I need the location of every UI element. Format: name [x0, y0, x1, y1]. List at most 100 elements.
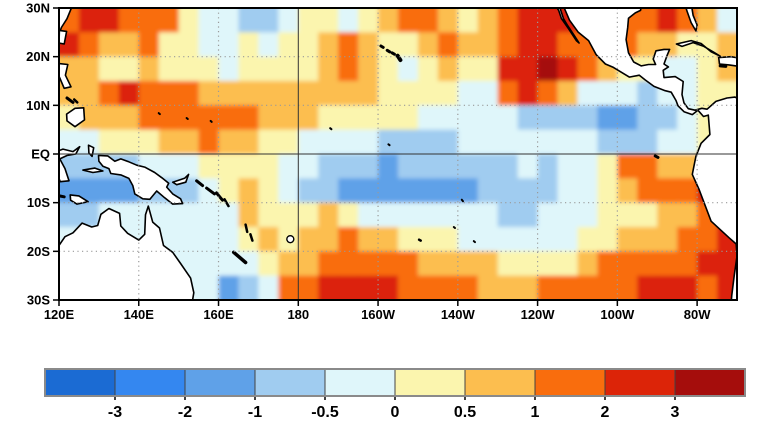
heatmap-cell	[398, 8, 419, 34]
heatmap-cell	[677, 202, 698, 228]
heatmap-cell	[537, 129, 559, 155]
heatmap-cell	[358, 56, 379, 82]
heatmap-cell	[378, 32, 399, 58]
heatmap-cell	[258, 81, 280, 107]
heatmap-cell	[378, 202, 399, 228]
heatmap-cell	[437, 275, 459, 300]
heatmap-cell	[557, 154, 579, 180]
landmass	[82, 167, 104, 174]
heatmap-cell	[338, 81, 359, 107]
colorbar-segment	[675, 369, 745, 396]
heatmap-cell	[318, 81, 339, 107]
heatmap-cell	[218, 178, 240, 204]
heatmap-cell	[298, 227, 320, 253]
heatmap-cell	[437, 105, 459, 131]
heatmap-cell	[59, 202, 80, 228]
heatmap-cell	[517, 154, 539, 180]
heatmap-cell	[537, 81, 559, 107]
island-mark	[452, 226, 456, 229]
island-mark	[231, 250, 248, 265]
heatmap-cell	[537, 32, 559, 58]
heatmap-cell	[597, 178, 619, 204]
heatmap-cell	[298, 129, 320, 155]
heatmap-cell	[338, 105, 359, 131]
heatmap-cell	[378, 227, 399, 253]
heatmap-cell	[318, 227, 339, 253]
heatmap-cell	[238, 129, 260, 155]
heatmap-cell	[657, 178, 678, 204]
heatmap-cell	[158, 32, 180, 58]
heatmap-cell	[457, 105, 479, 131]
heatmap-cell	[637, 275, 659, 300]
heatmap-cell	[278, 56, 300, 82]
island-mark	[72, 98, 79, 104]
heatmap-cell	[198, 8, 220, 34]
heatmap-cell	[358, 154, 379, 180]
heatmap-cell	[417, 8, 439, 34]
heatmap-cell	[358, 202, 379, 228]
heatmap-cell	[258, 56, 280, 82]
heatmap-cell	[617, 154, 639, 180]
heatmap-cell	[218, 32, 240, 58]
heatmap-cell	[138, 8, 160, 34]
heatmap-cell	[78, 154, 100, 180]
heatmap-cell	[537, 105, 559, 131]
heatmap-cell	[677, 227, 698, 253]
heatmap-cell	[198, 105, 220, 131]
heatmap-cell	[98, 178, 120, 204]
heatmap-cell	[657, 275, 678, 300]
heatmap-cell	[697, 56, 718, 82]
island-mark	[65, 96, 75, 104]
heatmap-cell	[298, 251, 320, 277]
heatmap-cell	[657, 154, 678, 180]
island-mark	[472, 240, 476, 244]
landmass	[65, 107, 86, 128]
heatmap-cell	[457, 227, 479, 253]
heatmap-cell	[537, 227, 559, 253]
heatmap-cell	[437, 202, 459, 228]
heatmap-cell	[497, 81, 519, 107]
heatmap-cell	[477, 227, 499, 253]
heatmap-cell	[697, 81, 718, 107]
heatmap-cell	[158, 56, 180, 82]
heatmap-cell	[338, 56, 359, 82]
heatmap-cell	[218, 275, 240, 300]
landmass	[685, 8, 698, 32]
heatmap-cell	[477, 8, 499, 34]
heatmap-cell	[338, 154, 359, 180]
heatmap-cell	[238, 32, 260, 58]
heatmap-cell	[637, 154, 659, 180]
heatmap-cell	[78, 81, 100, 107]
heatmap-cell	[597, 154, 619, 180]
heatmap-cell	[378, 251, 399, 277]
colorbar-segment	[535, 369, 605, 396]
heatmap-cell	[378, 129, 399, 155]
heatmap-cell	[617, 81, 639, 107]
landmass	[171, 173, 190, 186]
heatmap-cell	[437, 56, 459, 82]
heatmap-cell	[278, 178, 300, 204]
heatmap-cell	[238, 227, 260, 253]
heatmap-cell	[497, 251, 519, 277]
heatmap-cell	[238, 178, 260, 204]
heatmap-cell	[318, 105, 339, 131]
heatmap-cell	[318, 154, 339, 180]
heatmap-cell	[497, 202, 519, 228]
heatmap-cell	[517, 202, 539, 228]
island-mark	[215, 191, 224, 202]
lon-label: 140W	[441, 307, 476, 322]
heatmap-cell	[378, 154, 399, 180]
heatmap-cell	[637, 81, 659, 107]
island-mark	[379, 44, 385, 49]
colorbar-segment	[185, 369, 255, 396]
heatmap-cell	[318, 8, 339, 34]
lon-label: 100W	[600, 307, 635, 322]
heatmap-cell	[358, 32, 379, 58]
heatmap-cell	[657, 202, 678, 228]
heatmap-cell	[517, 251, 539, 277]
heatmap-cell	[477, 105, 499, 131]
heatmap-cell	[278, 8, 300, 34]
heatmap-cell	[258, 251, 280, 277]
lon-label: 160W	[361, 307, 396, 322]
